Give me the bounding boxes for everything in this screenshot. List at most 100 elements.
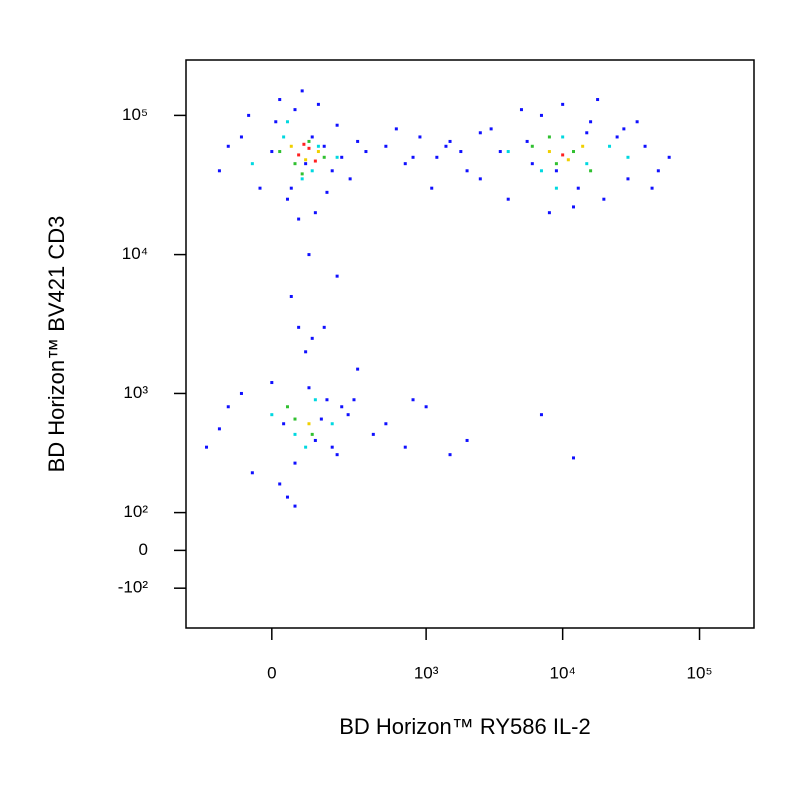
- event-point: [226, 405, 230, 409]
- event-point: [364, 150, 368, 154]
- event-point: [307, 422, 311, 426]
- event-point: [572, 150, 576, 154]
- event-point: [581, 144, 585, 148]
- event-point: [615, 135, 619, 139]
- event-point: [547, 150, 551, 154]
- event-point: [525, 139, 529, 143]
- event-point: [635, 120, 639, 124]
- y-tick-label: -10²: [118, 578, 149, 597]
- event-point: [307, 146, 311, 150]
- event-point: [297, 325, 301, 329]
- x-tick-label: 0: [267, 663, 276, 682]
- x-tick-label: 10³: [414, 663, 439, 682]
- event-point: [297, 217, 301, 221]
- event-point: [313, 438, 317, 442]
- event-point: [293, 504, 297, 508]
- event-point: [539, 413, 543, 417]
- event-point: [293, 108, 297, 112]
- event-point: [626, 177, 630, 181]
- event-point: [313, 398, 317, 402]
- event-point: [478, 177, 482, 181]
- event-point: [325, 190, 329, 194]
- event-point: [217, 427, 221, 431]
- event-point: [572, 456, 576, 460]
- event-point: [325, 398, 329, 402]
- event-point: [319, 417, 323, 421]
- event-point: [247, 113, 251, 117]
- event-point: [302, 142, 306, 146]
- event-point: [322, 155, 326, 159]
- event-point: [285, 495, 289, 499]
- event-point: [322, 144, 326, 148]
- event-point: [285, 120, 289, 124]
- event-point: [554, 169, 558, 173]
- event-point: [270, 381, 274, 385]
- event-point: [307, 253, 311, 257]
- event-point: [539, 169, 543, 173]
- event-point: [622, 127, 626, 131]
- event-point: [307, 139, 311, 143]
- event-point: [589, 120, 593, 124]
- y-tick-label: 10⁵: [122, 105, 148, 124]
- event-point: [310, 432, 314, 436]
- event-point: [313, 211, 317, 215]
- event-point: [304, 158, 308, 162]
- event-point: [348, 177, 352, 181]
- event-point: [300, 89, 304, 93]
- event-point: [250, 471, 254, 475]
- event-point: [293, 432, 297, 436]
- event-point: [519, 108, 523, 112]
- event-point: [278, 482, 282, 486]
- y-tick-label: 10²: [123, 502, 148, 521]
- event-point: [289, 144, 293, 148]
- event-point: [300, 172, 304, 176]
- event-point: [217, 169, 221, 173]
- event-point: [239, 391, 243, 395]
- event-point: [250, 162, 254, 166]
- y-tick-label: 0: [139, 540, 148, 559]
- event-point: [340, 155, 344, 159]
- event-point: [293, 417, 297, 421]
- y-tick-label: 10³: [123, 383, 148, 402]
- event-point: [478, 131, 482, 135]
- event-point: [585, 162, 589, 166]
- event-point: [322, 325, 326, 329]
- y-tick-label: 10⁴: [122, 244, 148, 263]
- y-axis-label: BD Horizon™ BV421 CD3: [44, 216, 69, 473]
- event-point: [506, 197, 510, 201]
- event-point: [561, 153, 565, 157]
- event-point: [226, 144, 230, 148]
- event-point: [340, 405, 344, 409]
- event-point: [424, 405, 428, 409]
- event-point: [293, 162, 297, 166]
- event-point: [316, 102, 320, 106]
- event-point: [285, 197, 289, 201]
- event-point: [403, 445, 407, 449]
- event-point: [205, 445, 209, 449]
- event-point: [289, 294, 293, 298]
- event-point: [352, 398, 356, 402]
- event-point: [274, 120, 278, 124]
- event-point: [335, 123, 339, 127]
- event-point: [307, 386, 311, 390]
- event-point: [539, 113, 543, 117]
- event-point: [239, 135, 243, 139]
- event-point: [258, 186, 262, 190]
- event-point: [608, 144, 612, 148]
- event-point: [554, 186, 558, 190]
- event-point: [459, 150, 463, 154]
- event-point: [596, 98, 600, 102]
- event-point: [667, 155, 671, 159]
- event-point: [530, 144, 534, 148]
- event-point: [330, 169, 334, 173]
- event-point: [554, 162, 558, 166]
- event-point: [316, 150, 320, 154]
- event-point: [297, 153, 301, 157]
- event-point: [435, 155, 439, 159]
- event-point: [643, 144, 647, 148]
- event-point: [310, 336, 314, 340]
- event-point: [626, 155, 630, 159]
- event-point: [310, 169, 314, 173]
- event-point: [335, 155, 339, 159]
- event-point: [465, 169, 469, 173]
